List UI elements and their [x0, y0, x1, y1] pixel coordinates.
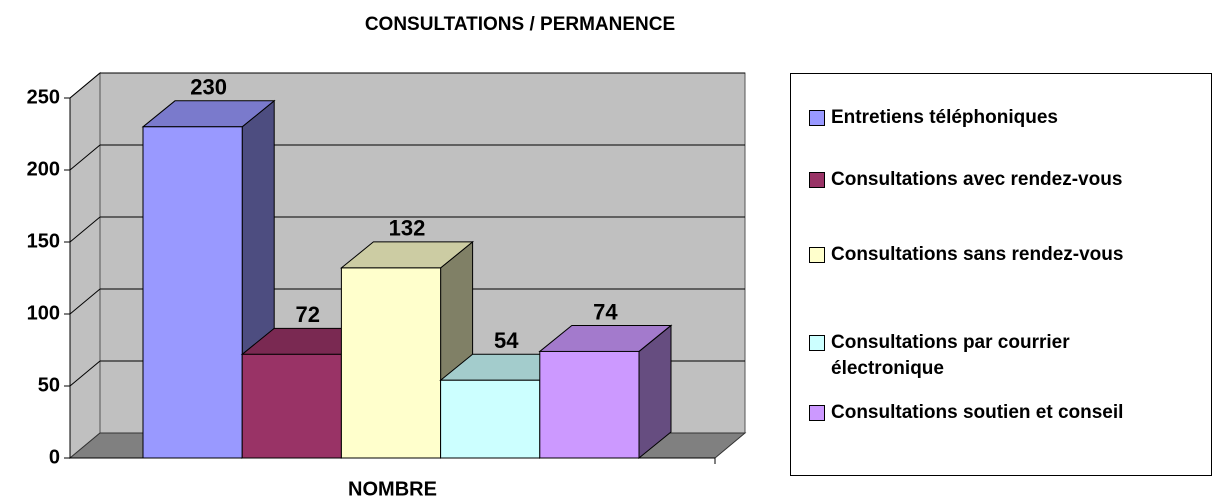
grid-line [69, 360, 101, 387]
legend-swatch [809, 247, 825, 263]
bar [340, 267, 442, 459]
value-label: 74 [593, 299, 618, 324]
value-label: 230 [190, 75, 227, 100]
legend-entry: Consultations sans rendez-vous [809, 242, 1169, 268]
legend-label: Consultations avec rendez-vous [831, 169, 1123, 190]
legend-entry: Consultations par courrier électronique [809, 330, 1169, 382]
y-tick-label: 50 [38, 374, 60, 396]
legend-entry: Entretiens téléphoniques [809, 105, 1169, 131]
bar [440, 379, 541, 459]
legend-label: Consultations sans rendez-vous [831, 244, 1124, 265]
legend-swatch [809, 405, 825, 421]
grid-line [69, 72, 101, 99]
legend: Entretiens téléphoniques Consultations av… [790, 73, 1212, 476]
legend-label: Entretiens téléphoniques [831, 107, 1058, 128]
y-tick-label: 250 [27, 86, 60, 108]
chart: CONSULTATIONS / PERMANENCE 0 50 100 150 200 2… [27, 14, 747, 499]
chart-title: CONSULTATIONS / PERMANENCE [365, 14, 675, 35]
value-label: 54 [494, 328, 519, 353]
bar [142, 126, 243, 459]
legend-swatch [809, 172, 825, 188]
legend-entry: Consultations avec rendez-vous [809, 167, 1169, 193]
legend-swatch [809, 110, 825, 126]
legend-label: Consultations par courrier électronique [831, 332, 1070, 379]
legend-entry: Consultations soutien et conseil [809, 400, 1169, 426]
x-tick-label: NOMBRE [348, 478, 437, 499]
grid-line [69, 288, 101, 315]
y-tick-label: 200 [27, 158, 60, 180]
side-wall [69, 71, 101, 460]
grid-line [69, 216, 101, 243]
y-tick-label: 100 [27, 302, 60, 324]
grid-line [69, 144, 101, 171]
bar [539, 350, 640, 459]
legend-swatch [809, 335, 825, 351]
value-label: 132 [389, 216, 426, 241]
bar [241, 353, 342, 459]
legend-label: Consultations soutien et conseil [831, 402, 1124, 423]
value-label: 72 [296, 302, 320, 327]
y-tick-label: 0 [49, 446, 60, 468]
y-tick-label: 150 [27, 230, 60, 252]
